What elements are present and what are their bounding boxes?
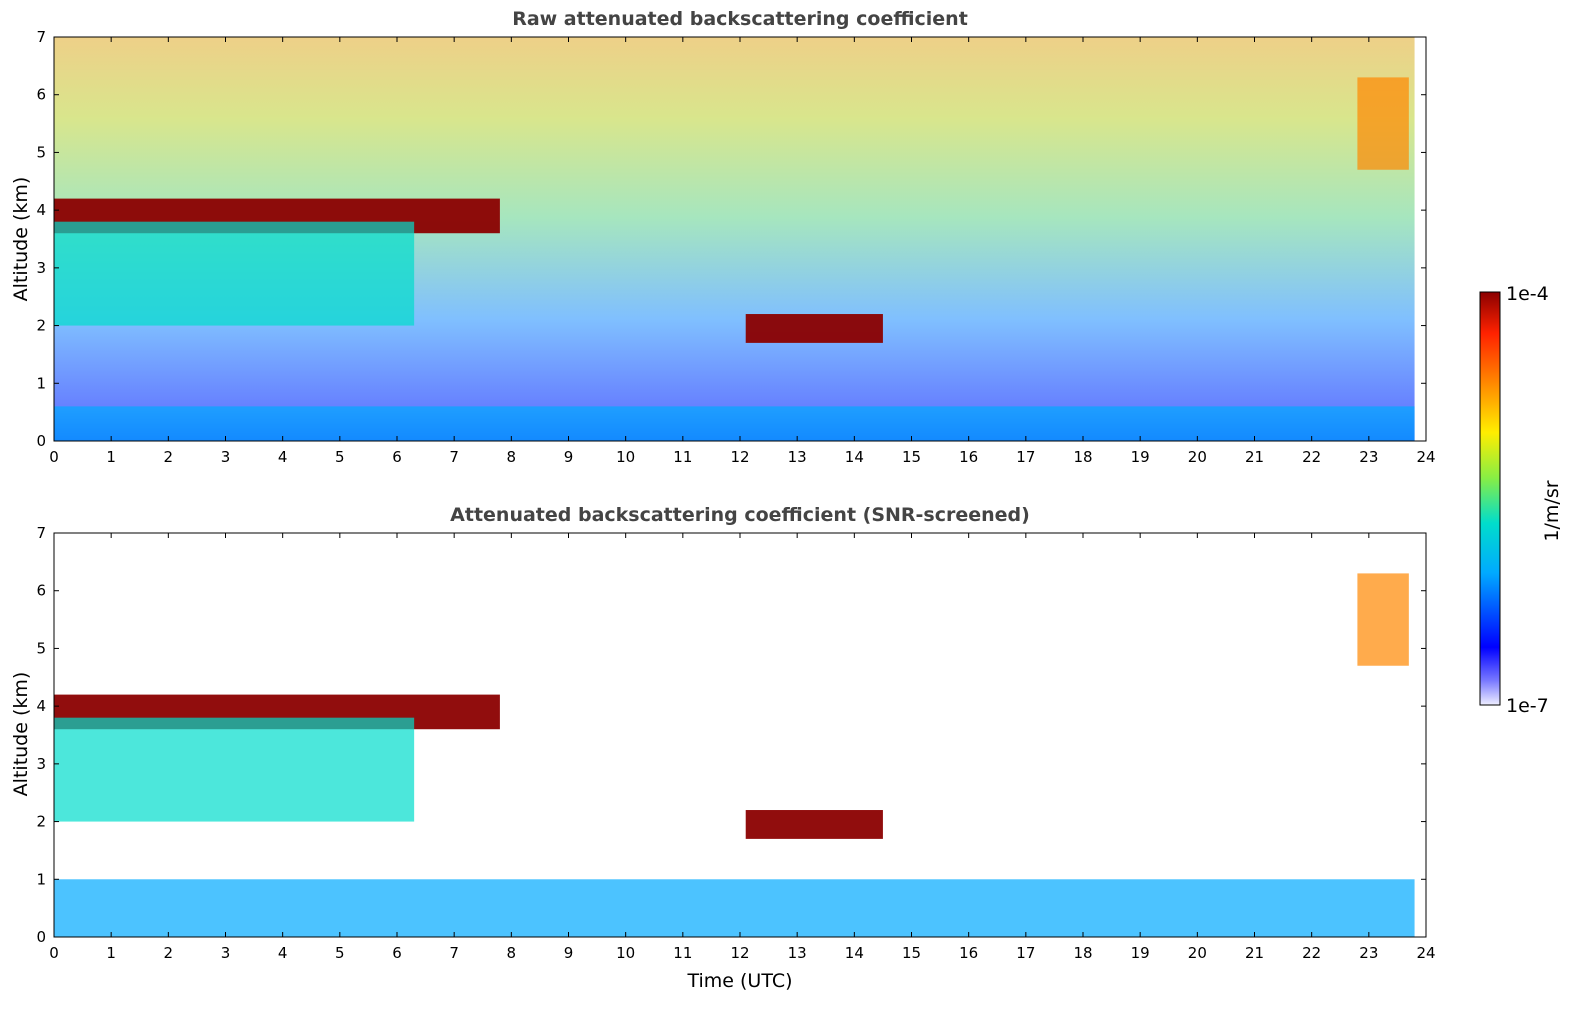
- x-tick-label: 8: [507, 448, 517, 466]
- x-tick-label: 0: [49, 944, 59, 962]
- y-tick-label: 2: [36, 317, 46, 335]
- x-tick-label: 6: [392, 448, 402, 466]
- heatmap-feature-4: [54, 879, 1415, 937]
- x-tick-label: 11: [673, 944, 692, 962]
- y-tick-label: 7: [36, 524, 46, 542]
- x-tick-label: 10: [616, 944, 635, 962]
- x-tick-label: 24: [1416, 944, 1435, 962]
- x-tick-label: 3: [221, 944, 231, 962]
- x-tick-label: 24: [1416, 448, 1435, 466]
- x-tick-label: 9: [564, 944, 574, 962]
- x-tick-label: 3: [221, 448, 231, 466]
- x-tick-label: 15: [902, 944, 921, 962]
- x-tick-label: 19: [1131, 448, 1150, 466]
- y-tick-label: 5: [36, 639, 46, 657]
- bottom-panel-title: Attenuated backscattering coefficient (S…: [450, 504, 1030, 526]
- y-tick-label: 2: [36, 813, 46, 831]
- x-tick-label: 20: [1188, 944, 1207, 962]
- heatmap-feature-1: [745, 810, 883, 839]
- x-tick-label: 18: [1073, 448, 1092, 466]
- x-tick-label: 2: [164, 448, 174, 466]
- x-tick-label: 11: [673, 448, 692, 466]
- y-tick-label: 3: [36, 755, 46, 773]
- y-tick-label: 0: [36, 432, 46, 450]
- heatmap-feature-3: [1357, 573, 1409, 666]
- x-tick-label: 12: [730, 944, 749, 962]
- x-tick-label: 1: [106, 448, 116, 466]
- heatmap-feature-2: [54, 221, 415, 326]
- x-tick-label: 17: [1016, 448, 1035, 466]
- x-tick-label: 22: [1302, 944, 1321, 962]
- y-tick-label: 6: [36, 582, 46, 600]
- x-tick-label: 14: [845, 944, 864, 962]
- x-tick-label: 0: [49, 448, 59, 466]
- y-tick-label: 0: [36, 928, 46, 946]
- x-tick-label: 10: [616, 448, 635, 466]
- bottom-xlabel: Time (UTC): [687, 970, 793, 992]
- x-tick-label: 13: [788, 944, 807, 962]
- x-tick-label: 16: [959, 944, 978, 962]
- x-tick-label: 4: [278, 448, 288, 466]
- x-tick-label: 15: [902, 448, 921, 466]
- x-tick-label: 6: [392, 944, 402, 962]
- x-tick-label: 21: [1245, 448, 1264, 466]
- x-tick-label: 19: [1131, 944, 1150, 962]
- colorbar: [1479, 291, 1501, 706]
- x-tick-label: 9: [564, 448, 574, 466]
- x-tick-label: 14: [845, 448, 864, 466]
- x-tick-label: 18: [1073, 944, 1092, 962]
- x-tick-label: 13: [788, 448, 807, 466]
- y-tick-label: 4: [36, 697, 46, 715]
- x-tick-label: 17: [1016, 944, 1035, 962]
- y-tick-label: 4: [36, 201, 46, 219]
- x-tick-label: 22: [1302, 448, 1321, 466]
- x-tick-label: 8: [507, 944, 517, 962]
- colorbar-max-label: 1e-4: [1506, 283, 1549, 305]
- top-panel-title: Raw attenuated backscattering coefficien…: [512, 8, 968, 30]
- colorbar-gradient: [1479, 291, 1501, 706]
- y-tick-label: 1: [36, 374, 46, 392]
- y-tick-label: 5: [36, 143, 46, 161]
- x-tick-label: 1: [106, 944, 116, 962]
- heatmap-feature-3: [1357, 77, 1409, 170]
- y-tick-label: 7: [36, 28, 46, 46]
- x-tick-label: 23: [1359, 448, 1378, 466]
- x-tick-label: 5: [335, 944, 345, 962]
- heatmap-feature-2: [54, 717, 415, 822]
- x-tick-label: 5: [335, 448, 345, 466]
- top-heatmap-panel: 0 1 2 3 4 5 6 7 8 9 10 11 12 13 14 15 16 17 18 19 20 21 22 23 24…: [36, 28, 1435, 466]
- x-tick-label: 16: [959, 448, 978, 466]
- y-tick-label: 3: [36, 259, 46, 277]
- heatmap-feature-4: [54, 406, 1415, 441]
- x-tick-label: 2: [164, 944, 174, 962]
- x-tick-label: 12: [730, 448, 749, 466]
- heatmap-feature-1: [745, 314, 883, 343]
- x-tick-label: 7: [449, 448, 459, 466]
- bottom-heatmap-panel: 0 1 2 3 4 5 6 7 8 9 10 11 12 13 14 15 16 17 18 19 20 21 22 23 24…: [36, 524, 1435, 962]
- x-tick-label: 7: [449, 944, 459, 962]
- y-tick-label: 1: [36, 870, 46, 888]
- x-tick-label: 23: [1359, 944, 1378, 962]
- colorbar-min-label: 1e-7: [1506, 695, 1549, 717]
- x-tick-label: 4: [278, 944, 288, 962]
- y-tick-label: 6: [36, 86, 46, 104]
- x-tick-label: 21: [1245, 944, 1264, 962]
- x-tick-label: 20: [1188, 448, 1207, 466]
